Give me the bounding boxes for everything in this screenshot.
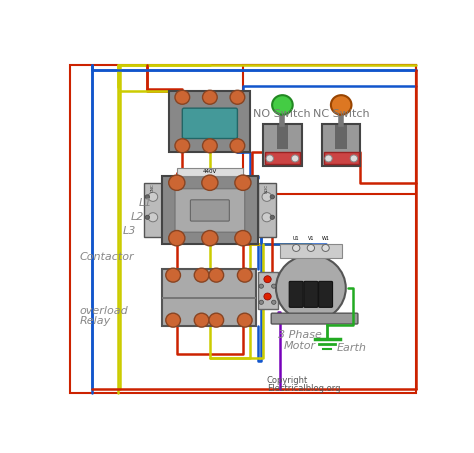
Circle shape [145,215,150,219]
Circle shape [202,90,217,104]
Circle shape [148,213,158,222]
Text: U1: U1 [293,236,300,241]
Circle shape [175,90,190,104]
Circle shape [202,231,218,246]
Circle shape [194,313,209,327]
Circle shape [235,175,251,190]
Circle shape [237,268,252,282]
Text: Earth: Earth [337,343,366,353]
FancyBboxPatch shape [324,152,359,164]
Text: 440V: 440V [203,169,217,174]
Circle shape [350,155,357,162]
Circle shape [259,300,264,304]
Circle shape [230,139,245,153]
Circle shape [266,155,273,162]
Circle shape [209,268,224,282]
Text: CNC: CNC [151,183,155,192]
Text: L1: L1 [138,198,152,207]
Circle shape [270,195,274,199]
Circle shape [272,95,293,115]
Bar [258,272,278,309]
Circle shape [307,245,315,251]
Circle shape [169,231,185,246]
Circle shape [237,313,252,327]
Circle shape [145,195,150,199]
Bar [177,168,243,176]
Circle shape [166,268,181,282]
Circle shape [272,284,276,288]
Circle shape [264,276,271,283]
Circle shape [202,175,218,190]
Circle shape [202,139,217,153]
FancyBboxPatch shape [289,281,303,307]
Circle shape [175,139,190,153]
Circle shape [209,313,224,327]
Circle shape [270,215,274,219]
Text: L3: L3 [122,226,136,236]
Text: NC Switch: NC Switch [313,109,369,119]
Circle shape [194,268,209,282]
Circle shape [169,175,185,190]
FancyBboxPatch shape [319,281,333,307]
Bar [336,125,347,149]
Text: Copyright: Copyright [267,376,308,385]
Circle shape [166,313,181,327]
Circle shape [331,95,352,115]
Circle shape [325,155,332,162]
Text: NO Switch: NO Switch [254,109,311,119]
Bar [280,245,342,258]
Text: Motor: Motor [284,341,316,351]
Circle shape [262,213,272,222]
Text: Electricalblog.org: Electricalblog.org [267,384,340,393]
Text: NOC: NOC [265,183,269,193]
Text: L2: L2 [131,212,144,222]
FancyBboxPatch shape [169,91,250,152]
Bar [277,125,288,149]
FancyBboxPatch shape [162,176,258,245]
Bar [162,297,256,299]
Circle shape [262,193,272,202]
FancyBboxPatch shape [271,313,358,324]
FancyBboxPatch shape [265,152,300,164]
Text: W1: W1 [321,236,329,241]
Circle shape [292,155,299,162]
Circle shape [148,193,158,202]
FancyBboxPatch shape [263,124,301,166]
FancyBboxPatch shape [162,269,256,327]
Circle shape [272,300,276,304]
Text: Contactor: Contactor [80,252,134,262]
Circle shape [292,245,300,251]
FancyBboxPatch shape [182,108,237,139]
Bar [169,103,250,108]
FancyBboxPatch shape [191,200,229,221]
FancyBboxPatch shape [304,281,318,307]
Circle shape [235,231,251,246]
Circle shape [259,284,264,288]
FancyBboxPatch shape [175,188,245,232]
FancyBboxPatch shape [322,124,360,166]
Text: 3 Phase: 3 Phase [278,330,322,340]
Circle shape [276,255,346,321]
Bar [144,183,162,237]
Text: overload: overload [80,306,128,316]
Circle shape [264,293,271,300]
Text: V1: V1 [308,236,314,241]
Circle shape [322,245,329,251]
Bar [258,183,276,237]
Text: Relay: Relay [80,316,111,326]
Bar [169,136,250,141]
Circle shape [230,90,245,104]
